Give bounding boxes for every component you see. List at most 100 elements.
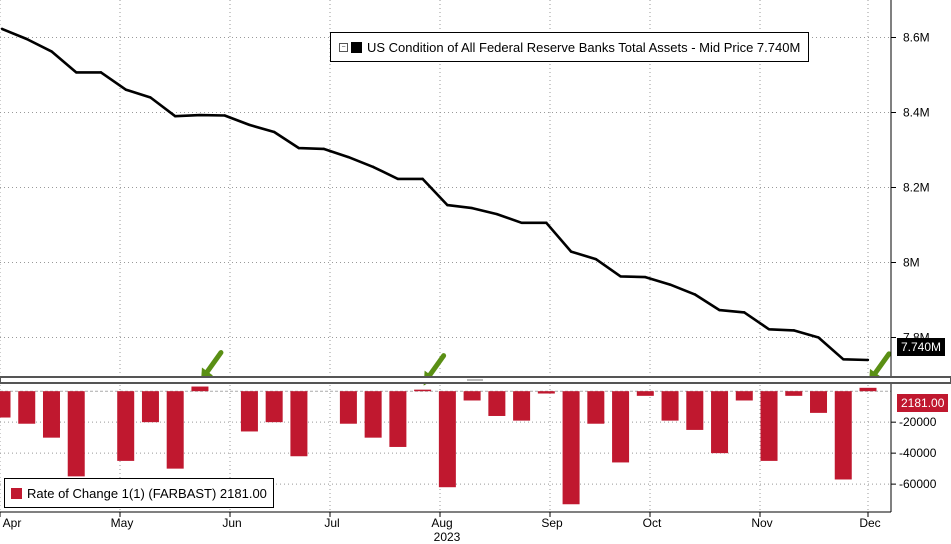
line-point	[347, 155, 350, 159]
x-tick-label: Apr	[3, 516, 22, 530]
line-point	[644, 275, 647, 279]
bar	[537, 391, 555, 394]
line-point	[545, 221, 548, 224]
line-point	[297, 146, 301, 150]
upper-legend-label: US Condition of All Federal Reserve Bank…	[367, 39, 801, 55]
line-point	[421, 177, 424, 181]
bar	[810, 391, 828, 413]
line-point	[792, 329, 795, 332]
bar	[265, 391, 283, 423]
line-point	[322, 147, 325, 151]
lower-legend-label: Rate of Change 1(1) (FARBAST) 2181.00	[27, 485, 267, 501]
line-point	[743, 311, 746, 314]
line-swatch-icon	[351, 41, 362, 53]
bar	[364, 391, 382, 438]
line-point	[75, 71, 78, 74]
upper-legend[interactable]: − US Condition of All Federal Reserve Ba…	[330, 32, 810, 62]
line-point	[174, 115, 177, 118]
line-point	[619, 275, 622, 278]
line-point	[223, 114, 226, 117]
line-point	[569, 250, 573, 253]
x-tick-label: Sep	[541, 516, 563, 530]
x-tick-label: May	[111, 516, 134, 530]
upper-last-value-tag: 7.740M	[897, 338, 946, 356]
bar	[463, 391, 481, 401]
line-point	[396, 177, 400, 181]
x-year-label: 2023	[434, 530, 461, 544]
bar	[339, 391, 357, 424]
x-tick-label: Nov	[751, 516, 772, 530]
line-path	[1, 27, 869, 362]
lower-legend[interactable]: Rate of Change 1(1) (FARBAST) 2181.00	[4, 478, 274, 508]
upper-grid	[0, 0, 891, 375]
bar	[240, 391, 258, 432]
y-tick-label: -60000	[899, 477, 937, 491]
line-point	[0, 27, 4, 31]
lower-last-value-tag: 2181.00	[897, 394, 949, 412]
bar	[18, 391, 36, 424]
line-point	[718, 308, 721, 312]
bar	[141, 391, 159, 423]
bar	[686, 391, 704, 430]
line-point	[520, 221, 523, 224]
line-point	[149, 96, 152, 99]
bar	[587, 391, 605, 424]
y-tick-label: 8.4M	[903, 106, 930, 120]
bar	[166, 391, 184, 469]
x-tick-label: Jun	[222, 516, 241, 530]
line-point	[594, 257, 598, 261]
bar	[513, 391, 531, 421]
line-point	[25, 37, 28, 41]
y-tick-label: 8M	[903, 256, 920, 270]
bar	[290, 391, 308, 457]
collapse-icon[interactable]: −	[339, 42, 348, 52]
line-point	[371, 165, 375, 169]
line-point	[668, 283, 672, 286]
bar	[414, 389, 432, 392]
y-tick-label: 8.2M	[903, 181, 930, 195]
bar	[67, 391, 85, 477]
bar	[117, 391, 135, 461]
bar	[785, 391, 803, 396]
x-tick-label: Dec	[859, 516, 880, 530]
line-point	[817, 336, 820, 339]
x-tick-label: Jul	[324, 516, 339, 530]
bar	[834, 391, 852, 480]
y-tick-label: 8.6M	[903, 31, 930, 45]
axes	[0, 0, 951, 513]
bar	[711, 391, 729, 454]
line-point	[470, 206, 474, 210]
bar	[661, 391, 679, 421]
x-tick-labels: Apr May Jun Jul Aug Sep Oct Nov Dec 2023	[0, 512, 881, 544]
bar	[612, 391, 630, 463]
line-point	[693, 293, 696, 296]
line-point	[866, 358, 870, 362]
y-tick-label: -20000	[899, 415, 937, 429]
bar	[562, 391, 580, 505]
line-point	[446, 203, 449, 207]
line-point	[272, 130, 276, 134]
line-point	[99, 71, 103, 74]
bar-series	[0, 386, 877, 505]
line-series	[0, 27, 870, 362]
line-point	[124, 88, 127, 91]
x-tick-label: Oct	[643, 516, 662, 530]
bar	[42, 391, 60, 438]
bar	[735, 391, 753, 401]
x-tick-label: Aug	[431, 516, 452, 530]
line-point	[495, 212, 499, 216]
y-tick-labels: 7.8M8M8.2M8.4M8.6M-20000-40000-60000	[891, 31, 937, 491]
bar	[389, 391, 407, 447]
bar	[859, 387, 877, 392]
line-point	[842, 358, 845, 361]
bar	[438, 391, 456, 488]
y-tick-label: -40000	[899, 446, 937, 460]
line-point	[248, 123, 251, 127]
bar	[191, 386, 209, 392]
divider-handle-icon	[467, 379, 483, 381]
bar-swatch-icon	[11, 487, 22, 499]
bar	[636, 391, 654, 396]
line-point	[767, 328, 771, 331]
bar	[0, 391, 11, 418]
